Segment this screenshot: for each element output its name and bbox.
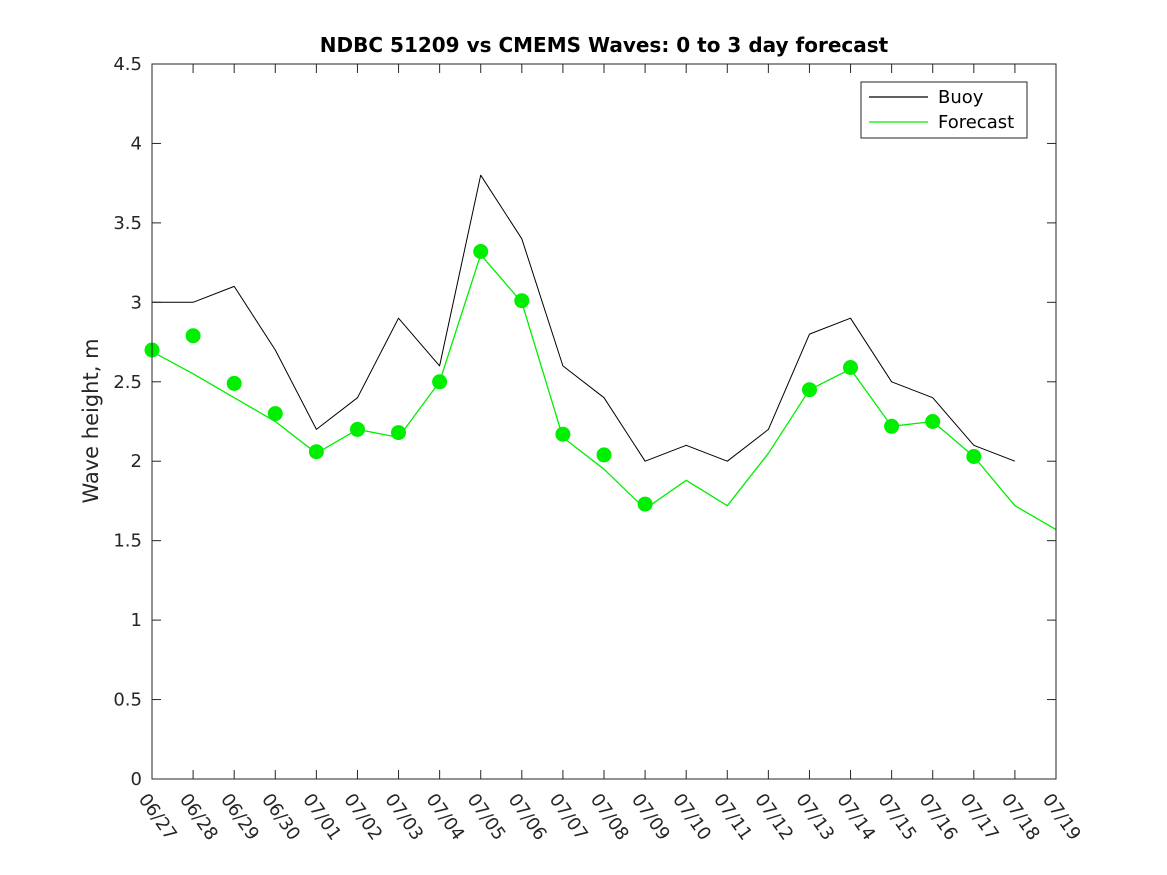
legend: Buoy Forecast xyxy=(860,81,1028,139)
forecast-marker xyxy=(637,496,653,512)
legend-forecast-label: Forecast xyxy=(938,112,1014,133)
y-tick-label: 3.5 xyxy=(113,213,142,234)
y-tick-label: 1 xyxy=(131,610,142,631)
forecast-marker xyxy=(925,414,941,429)
series-line-forecast xyxy=(151,254,1057,531)
forecast-marker xyxy=(350,421,365,437)
y-tick-label: 1.5 xyxy=(113,531,142,552)
legend-buoy-label: Buoy xyxy=(938,87,984,108)
forecast-marker xyxy=(843,360,858,375)
legend-box xyxy=(860,81,1028,139)
forecast-marker xyxy=(267,406,283,422)
y-tick-label: 2.5 xyxy=(113,372,142,393)
y-tick-label: 4 xyxy=(131,133,142,154)
y-tick-label: 0.5 xyxy=(113,690,142,711)
y-tick-label: 2 xyxy=(131,451,142,472)
forecast-marker xyxy=(514,293,530,309)
forecast-marker xyxy=(596,447,612,463)
series-line-buoy xyxy=(152,174,1016,462)
forecast-marker xyxy=(432,374,448,390)
forecast-marker xyxy=(473,244,489,259)
y-axis-label: Wave height, m xyxy=(79,338,103,503)
plot-area xyxy=(152,64,1056,779)
forecast-marker xyxy=(884,418,900,434)
forecast-marker xyxy=(185,328,201,344)
forecast-marker xyxy=(555,426,571,442)
forecast-marker xyxy=(802,382,817,398)
y-tick-label: 0 xyxy=(131,769,142,790)
forecast-marker xyxy=(391,425,406,441)
y-tick-label: 3 xyxy=(131,292,142,313)
forecast-marker xyxy=(966,449,982,464)
y-tick-label: 4.5 xyxy=(113,54,142,75)
forecast-marker xyxy=(226,375,242,391)
forecast-marker xyxy=(308,444,324,460)
chart-title: NDBC 51209 vs CMEMS Waves: 0 to 3 day fo… xyxy=(320,33,889,57)
